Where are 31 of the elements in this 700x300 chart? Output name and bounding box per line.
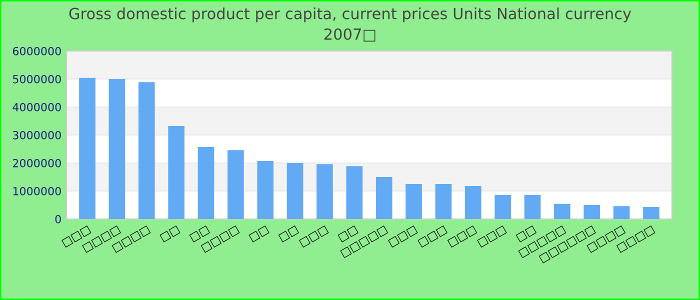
bar	[613, 206, 630, 219]
x-tick-label: □□	[248, 225, 270, 242]
y-tick-label: 5000000	[13, 74, 61, 84]
bar	[346, 166, 363, 219]
x-tick-label: □□	[278, 225, 300, 242]
chart-title: Gross domestic product per capita, current prices Units National currency 2007□	[69, 8, 632, 42]
bar	[464, 186, 482, 219]
bar	[554, 204, 570, 219]
bar	[79, 78, 96, 219]
bar	[138, 82, 155, 219]
bar	[286, 163, 304, 219]
bar	[316, 164, 333, 219]
bar	[168, 126, 184, 219]
bar	[406, 184, 422, 219]
bar	[198, 147, 214, 219]
y-tick-label: 4000000	[12, 102, 61, 112]
y-tick-label: 2000000	[12, 158, 61, 168]
y-tick-label: 3000000	[13, 130, 61, 140]
y-tick-label: 6000000	[12, 46, 61, 56]
bar	[524, 194, 541, 219]
bar	[435, 184, 452, 219]
x-tick-label: □□	[160, 225, 180, 242]
bar	[257, 161, 274, 219]
y-tick-label: 0	[55, 214, 61, 224]
bar	[643, 206, 660, 219]
bar	[494, 194, 511, 219]
bar	[584, 205, 600, 219]
y-tick-label: 1000000	[13, 186, 61, 196]
bar	[376, 177, 392, 219]
bar	[108, 79, 126, 219]
bar	[228, 150, 244, 219]
